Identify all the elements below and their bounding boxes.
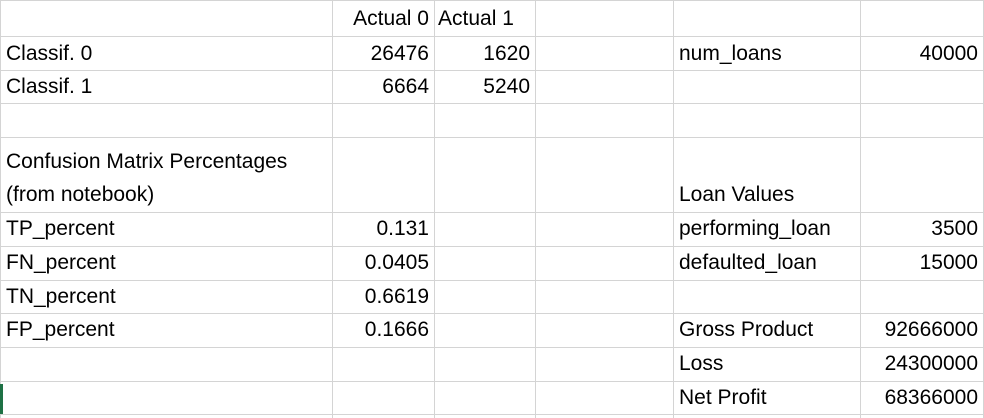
cell-classif-0-actual-1[interactable]: 1620 [483,42,530,65]
gridline [0,212,984,213]
cell-header-actual-1[interactable]: Actual 1 [438,7,514,30]
cell-header-actual-0[interactable]: Actual 0 [353,7,429,30]
cell-tp-percent-value[interactable]: 0.131 [376,217,429,240]
cell-classif-0-actual-0[interactable]: 26476 [370,42,429,65]
gridline [0,313,984,314]
cell-classif-1-actual-0[interactable]: 6664 [382,75,429,98]
gridline [0,36,984,37]
cell-tn-percent-value[interactable]: 0.6619 [364,285,429,308]
cell-classif-0-label[interactable]: Classif. 0 [6,42,93,65]
cell-performing-loan-value[interactable]: 3500 [931,217,978,240]
cell-defaulted-loan-value[interactable]: 15000 [919,251,978,274]
cell-gross-product-value[interactable]: 92666000 [884,318,978,341]
cell-percentages-title-line-2: (from notebook) [6,183,155,206]
gridline [0,246,984,247]
cell-percentages-title-line-1[interactable]: Confusion Matrix Percentages [6,150,288,173]
cell-loss-value[interactable]: 24300000 [884,352,978,375]
cell-fp-percent-label[interactable]: FP_percent [6,318,115,341]
cell-fp-percent-value[interactable]: 0.1666 [364,318,429,341]
gridline [0,414,984,415]
gridline [0,347,984,348]
cell-net-profit-value[interactable]: 68366000 [884,386,978,409]
gridline [860,0,861,418]
gridline [0,103,984,104]
cell-loss-label[interactable]: Loss [679,352,724,375]
cell-classif-1-actual-1[interactable]: 5240 [483,75,530,98]
gridline [673,0,674,418]
cell-gross-product-label[interactable]: Gross Product [679,318,814,341]
gridline [0,0,984,1]
gridline [0,137,984,138]
cell-tn-percent-label[interactable]: TN_percent [6,285,116,308]
active-cell-marker [0,384,3,414]
cell-num-loans-value[interactable]: 40000 [919,42,978,65]
gridline [0,70,984,71]
cell-performing-loan-label[interactable]: performing_loan [679,217,831,240]
cell-defaulted-loan-label[interactable]: defaulted_loan [679,251,817,274]
gridline [0,0,1,418]
cell-classif-1-label[interactable]: Classif. 1 [6,75,93,98]
gridline [0,381,984,382]
cell-fn-percent-label[interactable]: FN_percent [6,251,116,274]
cell-loan-values-title[interactable]: Loan Values [679,183,795,206]
cell-tp-percent-label[interactable]: TP_percent [6,217,115,240]
cell-net-profit-label[interactable]: Net Profit [679,386,767,409]
gridline [434,0,435,418]
cell-fn-percent-value[interactable]: 0.0405 [364,251,429,274]
gridline [0,280,984,281]
cell-num-loans-label[interactable]: num_loans [679,42,782,65]
gridline [535,0,536,418]
gridline [332,0,333,418]
